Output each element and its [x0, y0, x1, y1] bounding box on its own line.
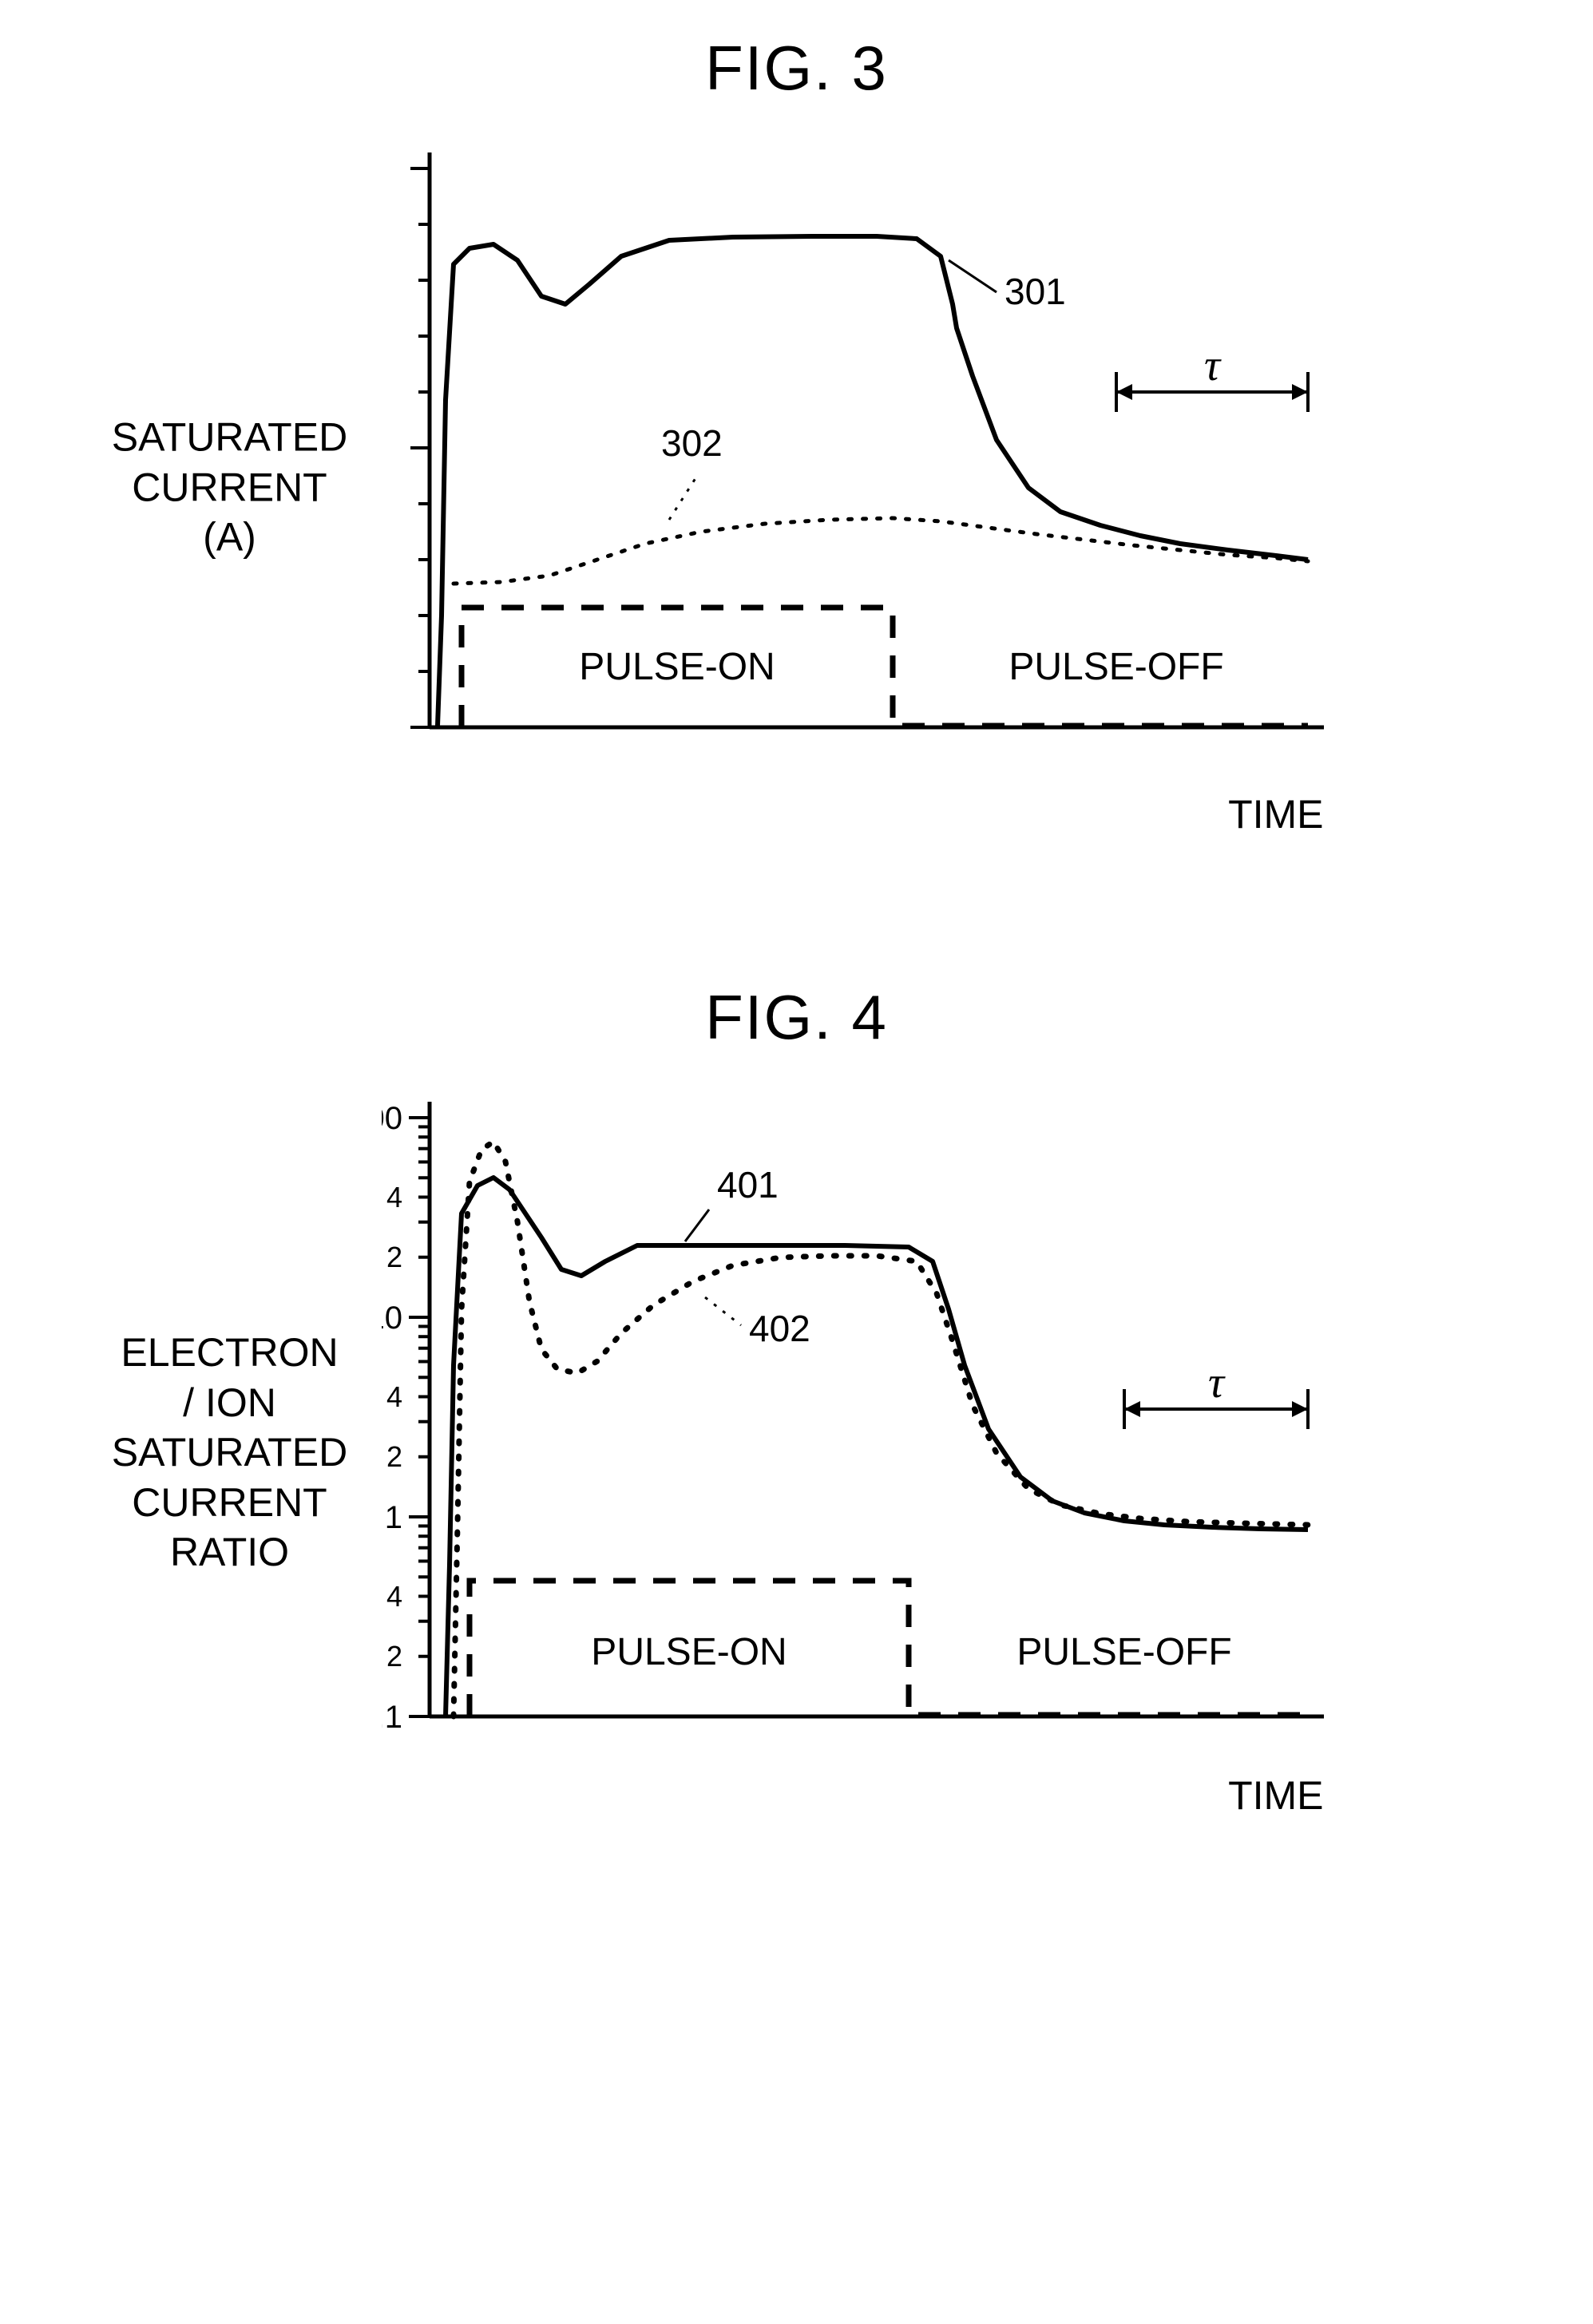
svg-text:PULSE-ON: PULSE-ON	[579, 646, 775, 688]
fig3-chart: SATURATEDCURRENT(A) 301302τPULSE-ONPULSE…	[382, 137, 1340, 837]
svg-text:2: 2	[386, 1640, 402, 1673]
svg-text:302: 302	[661, 422, 723, 464]
svg-text:1: 1	[384, 1500, 402, 1535]
svg-text:0.1: 0.1	[382, 1700, 402, 1735]
svg-text:401: 401	[717, 1164, 779, 1206]
svg-text:2: 2	[386, 1241, 402, 1273]
svg-text:100: 100	[382, 1101, 402, 1136]
svg-text:4: 4	[386, 1580, 402, 1613]
svg-text:PULSE-OFF: PULSE-OFF	[1016, 1631, 1231, 1673]
fig4-y-axis-label: ELECTRON/ IONSATURATEDCURRENTRATIO	[94, 1328, 366, 1578]
fig4-plot-svg: 100 10 1 0.1 4 2 4 2 4 2 401 402 τ PULSE-ON PULSE-OFF	[382, 1086, 1340, 1756]
svg-text:402: 402	[749, 1308, 810, 1349]
svg-text:τ: τ	[1203, 341, 1221, 390]
fig3-title: FIG. 3	[78, 32, 1516, 105]
fig4-x-axis-label: TIME	[382, 1772, 1340, 1819]
fig3-container: FIG. 3 SATURATEDCURRENT(A) 301 302 τ PULSE-…	[78, 32, 1516, 837]
fig3-plot-svg: 301 302 τ PULSE-ON PULSE-OFF	[382, 137, 1340, 775]
fig3-x-axis-label: TIME	[382, 791, 1340, 837]
svg-text:PULSE-OFF: PULSE-OFF	[1009, 646, 1223, 688]
fig4-container: FIG. 4 ELECTRON/ IONSATURATEDCURRENTRATI…	[78, 981, 1516, 1819]
fig3-y-axis-label: SATURATEDCURRENT(A)	[94, 412, 366, 562]
fig4-chart: ELECTRON/ IONSATURATEDCURRENTRATIO 10010…	[382, 1086, 1340, 1819]
svg-text:301: 301	[1005, 271, 1066, 312]
svg-text:4: 4	[386, 1181, 402, 1213]
fig4-title: FIG. 4	[78, 981, 1516, 1054]
svg-text:PULSE-ON: PULSE-ON	[591, 1631, 787, 1673]
svg-text:10: 10	[382, 1301, 402, 1336]
svg-text:2: 2	[386, 1440, 402, 1473]
svg-text:τ: τ	[1207, 1358, 1225, 1407]
svg-text:4: 4	[386, 1380, 402, 1413]
